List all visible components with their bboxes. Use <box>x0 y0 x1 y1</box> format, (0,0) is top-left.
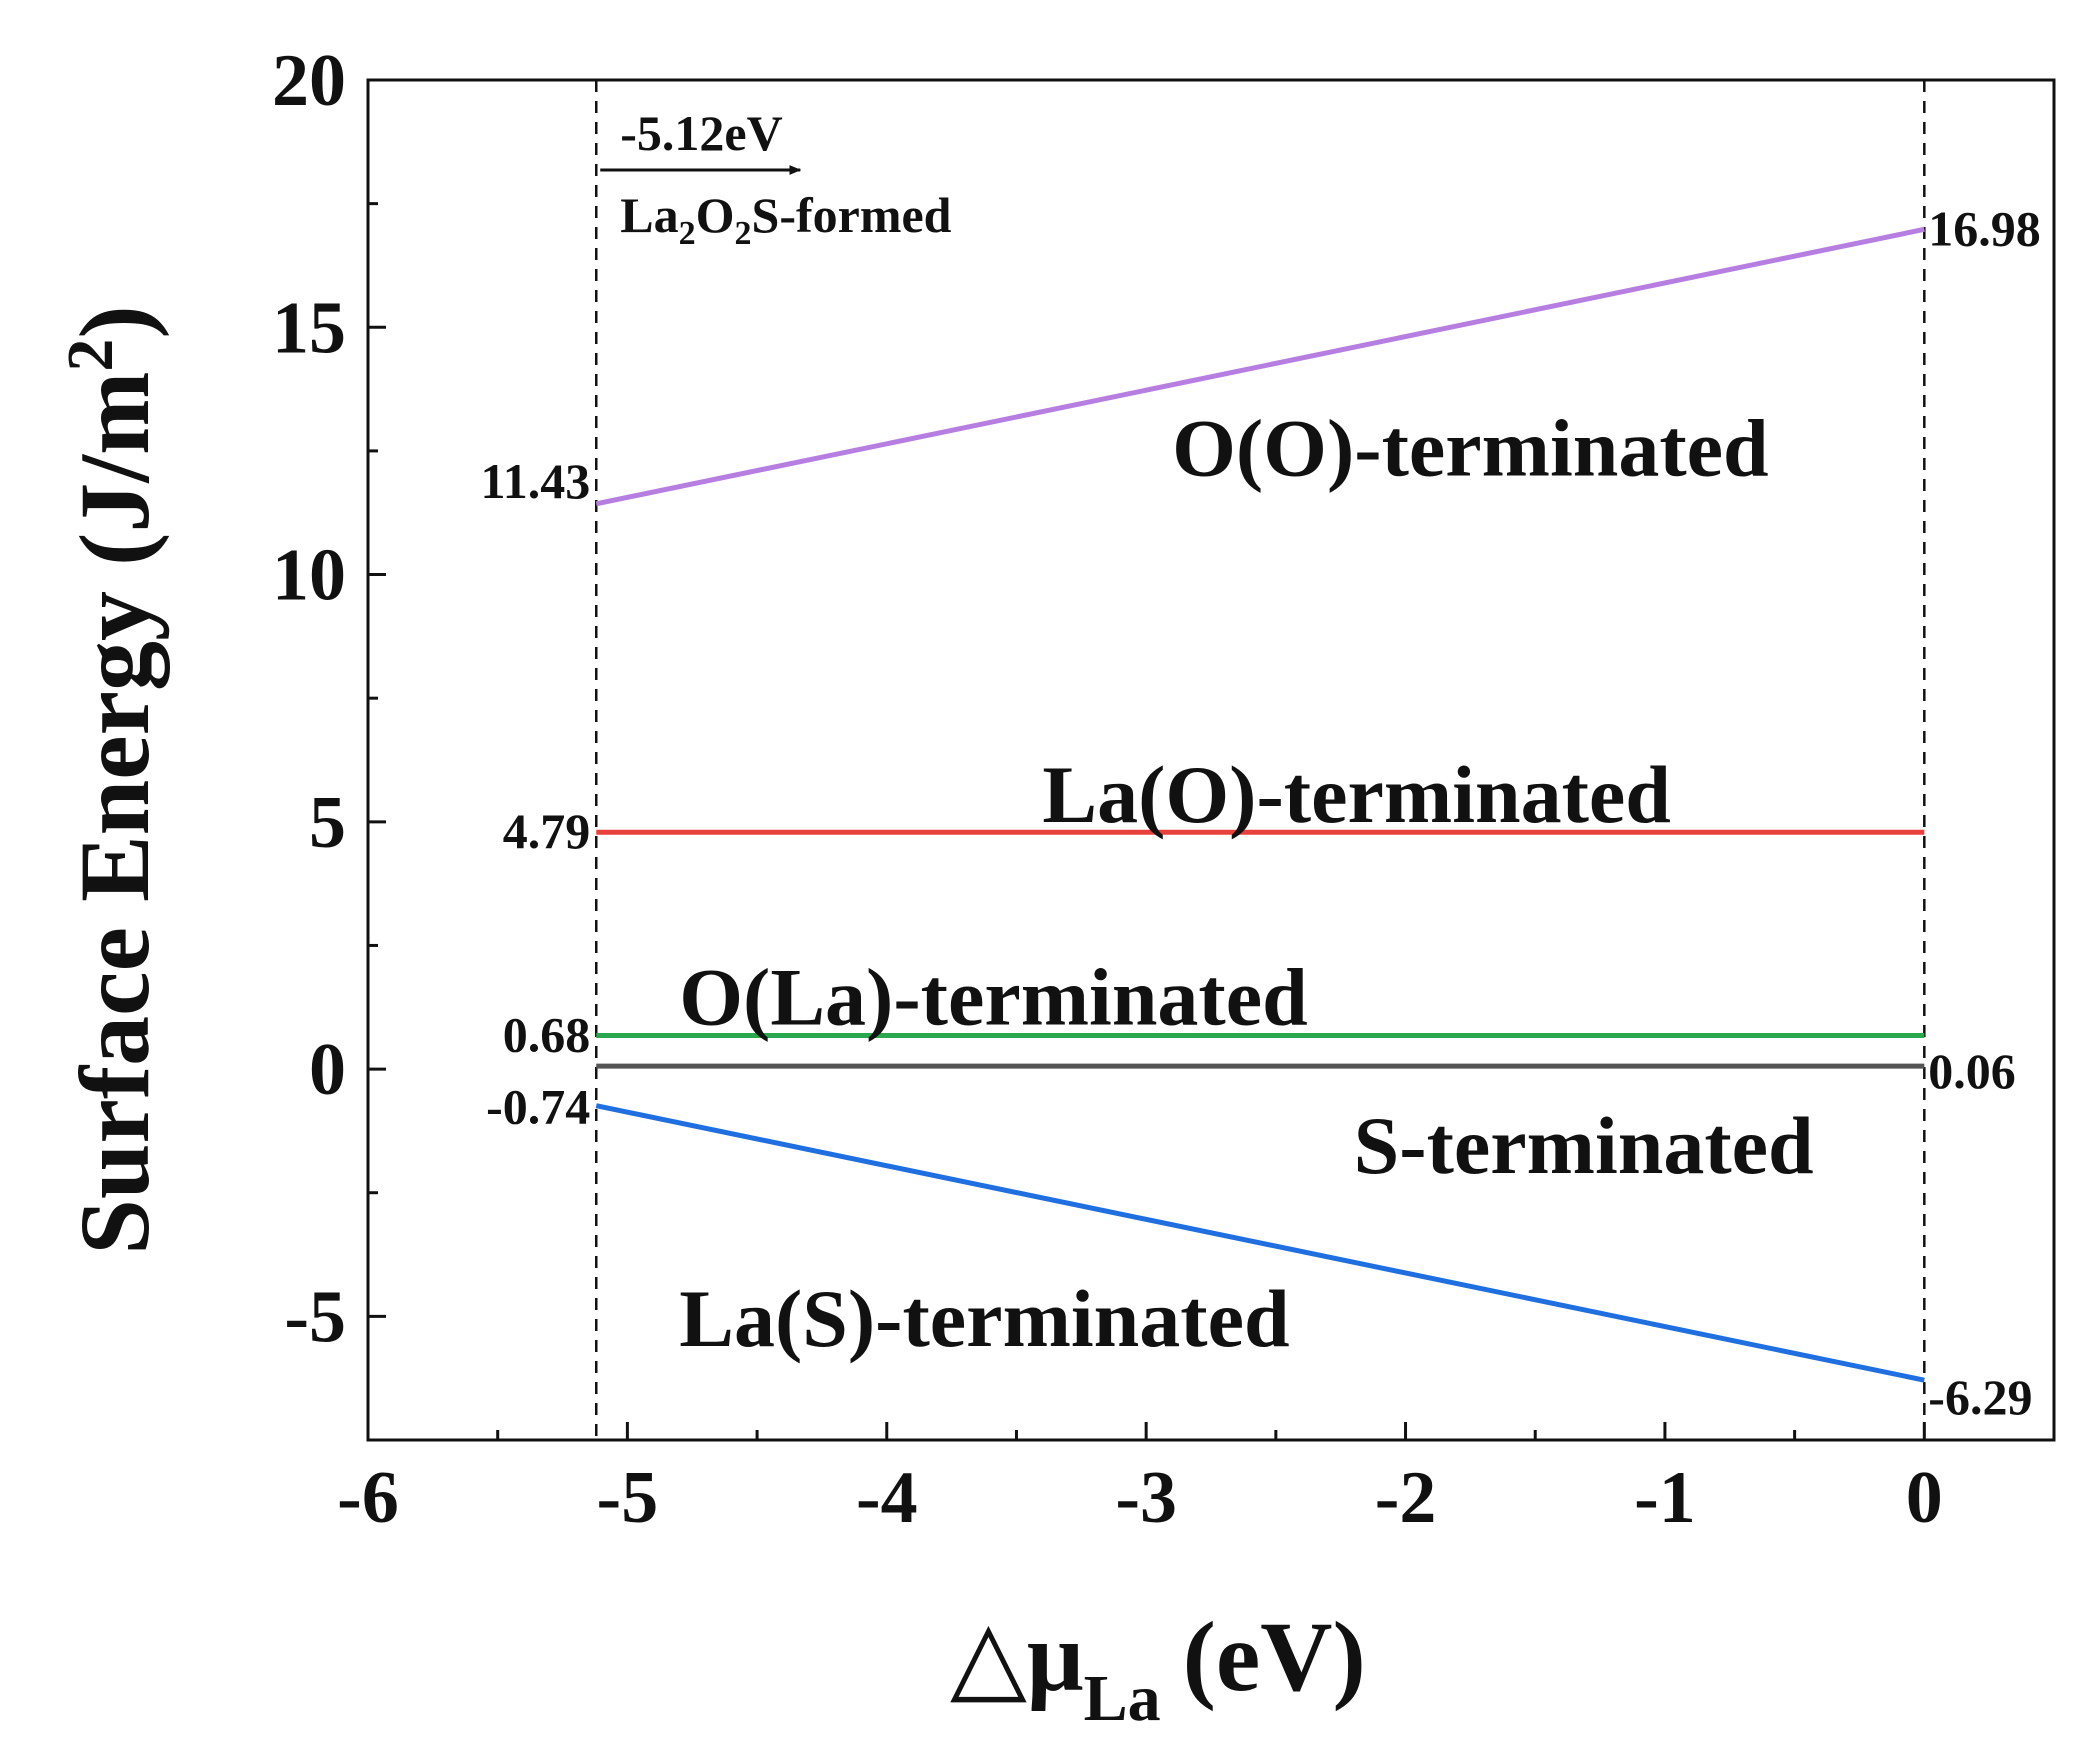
y-title-sup: 2 <box>54 339 127 372</box>
x-title-unit: (eV) <box>1183 1601 1366 1712</box>
x-tick-label: -3 <box>1115 1457 1177 1539</box>
end-value-label: 16.98 <box>1928 200 2041 256</box>
series-line-O(O)-terminated <box>595 226 1925 507</box>
series-line-La(S)-terminated <box>595 1103 1925 1383</box>
x-tick-label: -2 <box>1375 1457 1437 1539</box>
x-tick-label: 0 <box>1906 1457 1943 1539</box>
end-value-label: -6.29 <box>1928 1369 2032 1425</box>
x-title-symbol: △μ <box>950 1601 1084 1712</box>
series-name-label: La(S)-terminated <box>679 1273 1289 1364</box>
formed-la: La <box>620 187 678 243</box>
plot-area-frame <box>366 78 2056 1442</box>
y-title-close: ) <box>59 305 170 338</box>
y-tick-label: 10 <box>272 535 346 617</box>
end-value-label: 0.06 <box>1928 1043 2016 1099</box>
y-axis-title: Surface Energy (J/m2) <box>54 305 170 1254</box>
formed-o: O <box>696 187 735 243</box>
series-name-label: O(La)-terminated <box>679 952 1307 1043</box>
y-title-main: Surface Energy (J/m <box>59 372 170 1255</box>
series-name-label: O(O)-terminated <box>1172 403 1769 494</box>
formed-sub1: 2 <box>679 215 696 252</box>
series-name-label: La(O)-terminated <box>1042 749 1671 840</box>
y-tick-label: 15 <box>272 287 346 369</box>
y-tick-label: 20 <box>272 40 346 122</box>
formed-tail: S-formed <box>752 187 952 243</box>
formed-sub2: 2 <box>735 215 752 252</box>
y-tick-label: 5 <box>309 782 346 864</box>
formation-energy-label: -5.12eV <box>620 105 782 161</box>
start-value-label: -0.74 <box>486 1079 590 1135</box>
x-tick-label: -4 <box>856 1457 918 1539</box>
start-value-label: 4.79 <box>503 803 591 859</box>
y-tick-label: 0 <box>309 1029 346 1111</box>
formed-phase-label: La2O2S-formed <box>620 187 951 252</box>
x-tick-label: -1 <box>1634 1457 1696 1539</box>
y-tick-label: -5 <box>284 1276 346 1358</box>
x-axis-title: △μLa (eV) <box>950 1601 1366 1735</box>
start-value-label: 11.43 <box>481 453 591 509</box>
start-value-label: 0.68 <box>503 1006 591 1062</box>
x-tick-label: -6 <box>337 1457 399 1539</box>
x-title-sub: La <box>1084 1662 1161 1735</box>
series-name-label: S-terminated <box>1354 1100 1814 1191</box>
x-tick-label: -5 <box>597 1457 659 1539</box>
